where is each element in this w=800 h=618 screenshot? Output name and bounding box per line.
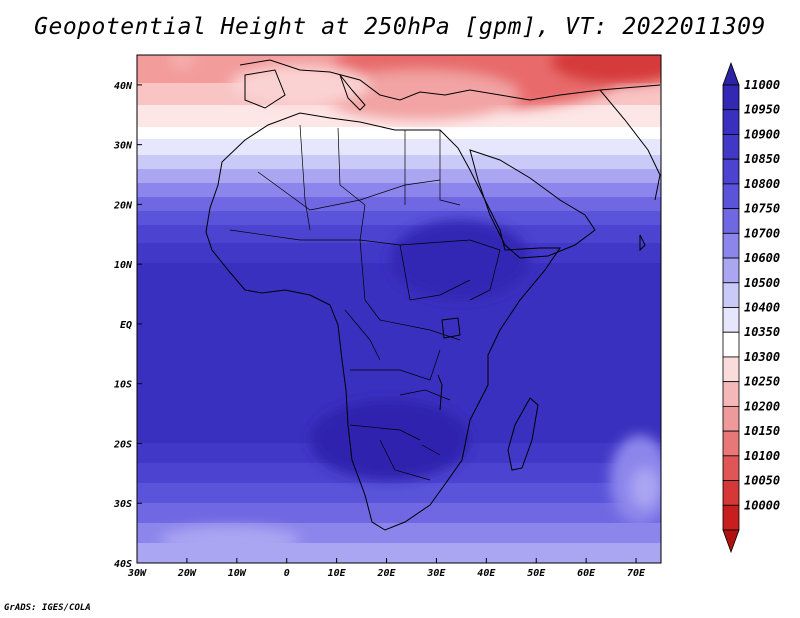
colorbar-label: 10850 xyxy=(744,152,780,166)
lake-malawi xyxy=(437,374,443,411)
colorbar-swatch xyxy=(722,381,740,407)
y-tick-label: 20S xyxy=(113,439,132,450)
colorbar-swatch xyxy=(722,84,740,111)
x-axis: 30W 20W 10W 0 10E 20E 30E 40E 50E 60E 70E xyxy=(127,558,646,579)
colorbar-label: 11000 xyxy=(744,78,780,92)
height-field-bands xyxy=(137,55,661,563)
credit-label: GrADS: IGES/COLA xyxy=(4,603,91,613)
africa-coast xyxy=(205,112,561,531)
plot-frame xyxy=(136,54,662,564)
x-tick-label: 10W xyxy=(228,568,247,579)
x-tick-label: 20W xyxy=(177,568,197,579)
colorbar-label: 10100 xyxy=(744,449,780,463)
arabia xyxy=(469,149,596,259)
chart-title: Geopotential Height at 250hPa [gpm], VT:… xyxy=(34,14,766,40)
colorbar-swatch xyxy=(722,430,740,457)
country-borders xyxy=(229,124,501,481)
europe xyxy=(239,59,661,101)
colorbar-label: 10800 xyxy=(744,177,780,191)
x-tick-label: 70E xyxy=(627,568,646,579)
x-tick-label: 60E xyxy=(577,568,596,579)
colorbar-swatch xyxy=(722,109,740,135)
x-tick-label: 40E xyxy=(477,568,496,579)
y-tick-label: 10S xyxy=(114,380,132,391)
y-tick-label: EQ xyxy=(120,320,132,331)
x-tick-label: 20E xyxy=(376,568,396,579)
iberia xyxy=(244,69,286,109)
x-tick-label: 10E xyxy=(328,568,347,579)
colorbar-label: 10300 xyxy=(744,350,780,364)
colorbar-swatch xyxy=(722,405,740,432)
colorbar-label: 10950 xyxy=(744,103,780,117)
y-tick-label: 20N xyxy=(113,200,133,211)
colorbar-swatch xyxy=(722,480,740,506)
x-tick-label: 30E xyxy=(426,568,446,579)
plot-area xyxy=(137,55,661,563)
colorbar-label: 10200 xyxy=(744,399,780,413)
x-tick-label: 50E xyxy=(527,568,546,579)
colorbar-label: 10750 xyxy=(744,202,780,216)
y-tick-label: 40N xyxy=(114,81,133,92)
y-tick-label: 40S xyxy=(114,559,132,570)
colorbar-label: 10400 xyxy=(744,301,780,315)
y-tick-label: 30N xyxy=(113,141,133,152)
height-field-features xyxy=(160,55,661,554)
colorbar-label: 10700 xyxy=(744,226,780,240)
coastlines xyxy=(205,59,661,531)
y-tick-label: 10N xyxy=(114,260,133,271)
colorbar-swatch xyxy=(722,232,740,259)
colorbar-label: 10500 xyxy=(744,276,780,290)
colorbar-swatch xyxy=(722,356,740,383)
colorbar-max-arrow xyxy=(722,61,740,86)
sri-lanka xyxy=(639,234,646,252)
lake-victoria xyxy=(441,317,461,339)
colorbar: 11000 10950 10900 10850 10800 10750 10700 10600… xyxy=(722,61,780,554)
colorbar-swatch xyxy=(722,282,740,308)
colorbar-swatch xyxy=(722,331,740,358)
colorbar-label: 10000 xyxy=(744,498,780,512)
y-axis: 40S 30S 20S 10S EQ 10N 20N 30N 40N xyxy=(113,81,142,570)
colorbar-label: 10350 xyxy=(744,325,780,339)
colorbar-min-arrow xyxy=(722,529,740,554)
colorbar-swatch xyxy=(722,257,740,284)
colorbar-swatch xyxy=(722,455,740,481)
colorbar-label: 10250 xyxy=(744,375,780,389)
x-tick-label: 30W xyxy=(127,568,147,579)
italy xyxy=(339,74,366,111)
colorbar-label: 10050 xyxy=(744,474,780,488)
colorbar-label: 10150 xyxy=(744,424,780,438)
y-tick-label: 30S xyxy=(113,499,132,510)
colorbar-label: 10900 xyxy=(744,127,780,141)
colorbar-swatch xyxy=(722,208,740,234)
colorbar-swatch xyxy=(722,183,740,210)
x-tick-label: 0 xyxy=(284,568,290,579)
colorbar-label: 10600 xyxy=(744,251,780,265)
madagascar xyxy=(507,397,539,471)
colorbar-swatch xyxy=(722,158,740,185)
colorbar-swatch xyxy=(722,134,740,160)
colorbar-swatch xyxy=(722,307,740,333)
colorbar-swatch xyxy=(722,504,740,531)
india xyxy=(599,89,661,201)
